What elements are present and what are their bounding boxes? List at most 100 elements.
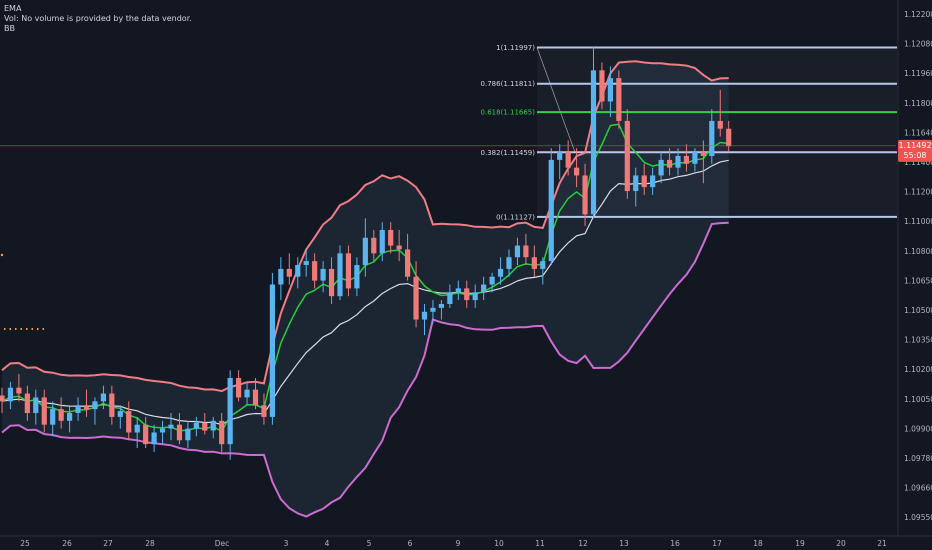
ema-slow-line bbox=[1, 159, 729, 426]
legend-volume[interactable]: Vol: No volume is provided by the data v… bbox=[4, 14, 192, 23]
candle bbox=[582, 163, 588, 227]
candle-body bbox=[193, 422, 199, 429]
candle bbox=[430, 300, 436, 324]
candle bbox=[278, 257, 284, 301]
candle bbox=[109, 385, 115, 425]
candle-body bbox=[134, 424, 140, 433]
legend-ema[interactable]: EMA bbox=[4, 4, 22, 13]
candle-body bbox=[683, 155, 690, 164]
candle bbox=[464, 280, 470, 308]
candle bbox=[337, 245, 343, 301]
candle-body bbox=[244, 389, 250, 398]
candle bbox=[24, 385, 30, 421]
price-tick-label: 1.12080 bbox=[904, 40, 932, 49]
candle bbox=[548, 148, 554, 266]
candle-body bbox=[481, 284, 487, 293]
candle bbox=[193, 416, 199, 437]
candle bbox=[666, 148, 673, 176]
candle-body bbox=[210, 420, 216, 431]
candle-body bbox=[430, 307, 436, 312]
price-axis[interactable]: 1.12200 1.12080 1.11960 1.11800 1.11640 1.114… bbox=[897, 0, 932, 536]
candle-body bbox=[548, 159, 554, 262]
candle-body bbox=[92, 401, 98, 410]
candlestick-series bbox=[0, 46, 732, 460]
candle-body bbox=[574, 167, 580, 176]
candle-body bbox=[692, 152, 698, 164]
candle-body bbox=[464, 288, 470, 301]
candle bbox=[261, 393, 267, 425]
candle bbox=[557, 144, 563, 180]
candle bbox=[67, 405, 73, 433]
price-tick-label: 1.09900 bbox=[904, 424, 932, 433]
current-price-badge bbox=[898, 139, 932, 162]
candle-body bbox=[0, 395, 5, 402]
candle bbox=[616, 70, 622, 129]
fibonacci-retracement[interactable]: 1(1.11997) 0.786(1.11811) 0.618(1.11665) 0.… bbox=[481, 44, 897, 221]
candle bbox=[683, 144, 690, 172]
time-tick-label: 3 bbox=[284, 539, 289, 548]
candle bbox=[320, 261, 326, 293]
price-tick-label: 1.10200 bbox=[904, 365, 932, 374]
price-tick-label: 1.11960 bbox=[904, 69, 932, 78]
candle bbox=[497, 257, 504, 285]
time-axis[interactable]: 25 26 27 28 Dec 3 4 5 6 9 10 11 12 13 16 17 18 19 20 21 bbox=[0, 535, 932, 548]
candle bbox=[126, 401, 132, 441]
candle-body bbox=[633, 175, 639, 192]
candle-body bbox=[50, 409, 56, 425]
candle-body bbox=[261, 405, 267, 417]
candle bbox=[590, 46, 597, 219]
candle bbox=[481, 276, 487, 301]
current-price-label: 1.11492 bbox=[898, 141, 931, 150]
candle-body bbox=[219, 420, 225, 445]
time-tick-label: 19 bbox=[795, 539, 805, 548]
candle-body bbox=[24, 393, 30, 414]
fib-level-label: 0.382(1.11459) bbox=[481, 149, 536, 157]
candle bbox=[624, 109, 630, 199]
time-tick-label: 28 bbox=[145, 539, 155, 548]
candle-body bbox=[540, 261, 546, 269]
candle bbox=[565, 140, 571, 176]
candle bbox=[312, 253, 318, 289]
candle-body bbox=[354, 265, 360, 289]
candle bbox=[92, 397, 98, 425]
time-tick-label: 4 bbox=[325, 539, 330, 548]
candle-body bbox=[531, 257, 537, 269]
indicator-legend: EMA Vol: No volume is provided by the da… bbox=[4, 4, 192, 34]
fib-level-label: 1(1.11997) bbox=[496, 44, 535, 52]
candle-body bbox=[438, 303, 444, 308]
candle-body bbox=[405, 249, 411, 277]
candle bbox=[134, 416, 140, 449]
candle bbox=[607, 66, 613, 118]
candle bbox=[219, 413, 225, 452]
candle-body bbox=[176, 424, 183, 441]
candle-body bbox=[117, 411, 123, 417]
candle-body bbox=[278, 268, 284, 285]
time-tick-label: 6 bbox=[408, 539, 413, 548]
candle bbox=[252, 377, 259, 410]
candle bbox=[447, 284, 453, 308]
price-tick-label: 1.11800 bbox=[904, 99, 932, 108]
time-tick-label: 11 bbox=[535, 539, 545, 548]
candle bbox=[438, 300, 444, 320]
candle bbox=[658, 152, 664, 184]
candle bbox=[202, 413, 208, 435]
time-tick-label: Dec bbox=[215, 539, 230, 548]
candle-body bbox=[489, 276, 495, 285]
candle-body bbox=[607, 78, 613, 102]
candle bbox=[472, 284, 478, 308]
price-tick-label: 1.09550 bbox=[904, 513, 932, 522]
candle bbox=[41, 389, 47, 433]
candle-body bbox=[303, 261, 309, 266]
candle-body bbox=[41, 397, 47, 425]
legend-bb[interactable]: BB bbox=[4, 24, 15, 33]
candle bbox=[540, 257, 546, 285]
candle bbox=[388, 222, 394, 254]
candle bbox=[531, 245, 537, 277]
candle bbox=[0, 387, 5, 414]
candle bbox=[354, 257, 360, 297]
candle-body bbox=[159, 428, 166, 433]
candle-body bbox=[666, 159, 673, 168]
candle bbox=[159, 420, 166, 445]
candle-body bbox=[709, 120, 715, 156]
